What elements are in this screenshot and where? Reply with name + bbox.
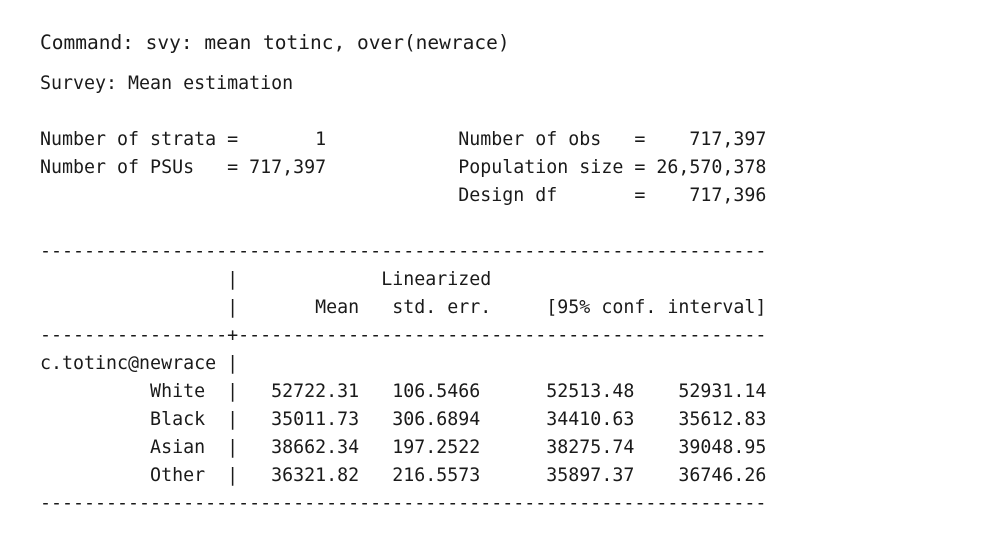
- table-row: Other | 36321.82 216.5573 35897.37 36746…: [40, 465, 767, 486]
- table-header-columns: | Mean std. err. [95% conf. interval]: [40, 297, 767, 318]
- table-row: Black | 35011.73 306.6894 34410.63 35612…: [40, 409, 767, 430]
- table-header-linearized: | Linearized: [40, 269, 492, 290]
- table-top-rule: ----------------------------------------…: [40, 241, 767, 262]
- command-line: Command: svy: mean totinc, over(newrace): [40, 31, 510, 54]
- table-row: Asian | 38662.34 197.2522 38275.74 39048…: [40, 437, 767, 458]
- table-bottom-rule: ----------------------------------------…: [40, 493, 767, 514]
- blank-line: [40, 210, 766, 238]
- table-header-rule: -----------------+----------------------…: [40, 325, 767, 346]
- blank-line: [40, 98, 766, 126]
- design-df-line: Design df = 717,396: [40, 185, 767, 206]
- strata-obs-line: Number of strata = 1 Number of obs = 717…: [40, 129, 767, 150]
- table-row: White | 52722.31 106.5466 52513.48 52931…: [40, 381, 767, 402]
- results-output: Survey: Mean estimation Number of strata …: [40, 70, 766, 518]
- survey-title: Survey: Mean estimation: [40, 73, 294, 94]
- psu-popsize-line: Number of PSUs = 717,397 Population size…: [40, 157, 767, 178]
- table-group-label: c.totinc@newrace |: [40, 353, 239, 374]
